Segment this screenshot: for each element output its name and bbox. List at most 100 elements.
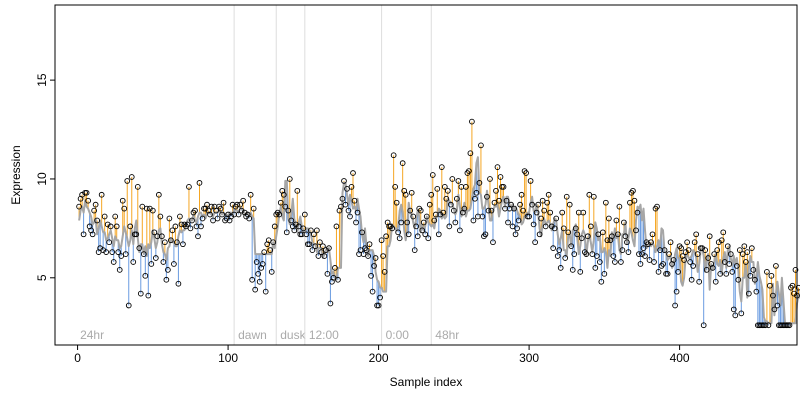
data-point: [612, 259, 618, 265]
data-point: [321, 253, 328, 259]
data-point: [149, 207, 156, 214]
data-point: [235, 211, 242, 218]
data-point: [237, 201, 243, 208]
data-point: [771, 306, 778, 313]
data-point: [186, 184, 192, 190]
data-point: [396, 235, 403, 242]
data-point: [681, 257, 687, 263]
data-point: [562, 255, 569, 261]
data-point: [730, 306, 737, 313]
data-point: [630, 187, 636, 194]
data-point: [472, 195, 478, 202]
data-point: [590, 193, 597, 200]
data-point: [210, 217, 216, 224]
data-point: [690, 263, 697, 269]
data-point: [405, 231, 412, 238]
data-point: [171, 261, 177, 267]
data-point: [487, 176, 493, 182]
data-point: [157, 213, 164, 220]
data-point: [199, 215, 206, 222]
data-point: [733, 263, 740, 269]
data-point: [116, 267, 123, 273]
data-point: [508, 201, 514, 208]
data-point: [720, 229, 727, 236]
data-point: [748, 245, 755, 251]
data-point: [529, 201, 535, 208]
data-point: [640, 245, 647, 251]
data-point: [189, 217, 195, 224]
data-point: [578, 235, 585, 242]
data-point: [619, 247, 626, 253]
data-point: [454, 195, 460, 202]
data-point: [595, 231, 602, 238]
data-point: [177, 213, 183, 220]
data-point: [434, 185, 441, 192]
data-point: [565, 229, 572, 236]
data-point: [622, 233, 629, 240]
data-point: [253, 259, 260, 265]
section-label: dusk: [280, 328, 306, 342]
data-point: [512, 231, 519, 238]
data-point: [443, 195, 450, 202]
data-point: [666, 251, 672, 257]
y-tick-label: 15: [35, 73, 49, 87]
data-point: [354, 209, 361, 216]
data-point: [333, 223, 340, 230]
data-point: [593, 253, 600, 259]
data-point: [709, 265, 716, 271]
data-point: [694, 251, 701, 257]
data-point: [240, 197, 246, 204]
data-point: [613, 217, 620, 224]
data-point: [476, 180, 483, 186]
data-point: [422, 231, 429, 238]
data-point: [295, 223, 302, 230]
data-point: [204, 201, 210, 208]
data-point: [717, 270, 724, 277]
data-point: [350, 170, 356, 176]
data-point: [133, 231, 140, 238]
data-point: [651, 259, 657, 265]
data-point: [98, 191, 105, 198]
data-point: [533, 209, 540, 216]
data-point: [339, 195, 346, 202]
data-point: [574, 231, 581, 238]
data-point: [584, 233, 591, 240]
data-point: [675, 269, 681, 275]
data-point: [92, 201, 99, 208]
data-point: [408, 189, 415, 196]
data-point: [691, 239, 698, 246]
data-point: [383, 233, 389, 240]
data-point: [145, 292, 152, 299]
data-point: [618, 259, 624, 265]
data-point: [446, 223, 453, 230]
data-point: [134, 184, 141, 190]
data-point: [696, 278, 703, 285]
data-point: [762, 322, 769, 329]
data-point: [130, 259, 137, 265]
x-tick-label: 300: [519, 351, 539, 365]
data-point: [208, 203, 215, 210]
data-point: [234, 201, 240, 208]
data-point: [703, 267, 710, 273]
data-point: [125, 302, 132, 309]
data-point: [514, 225, 520, 232]
data-point: [624, 239, 630, 246]
data-point: [393, 199, 400, 206]
data-point: [596, 259, 603, 265]
data-point: [365, 253, 371, 259]
data-point: [252, 286, 259, 293]
y-tick-label: 5: [35, 274, 49, 281]
data-point: [398, 219, 405, 226]
data-point: [402, 191, 409, 198]
data-point: [599, 229, 606, 236]
data-point: [267, 247, 274, 253]
data-point: [441, 184, 448, 190]
data-point: [673, 288, 680, 295]
data-point: [118, 253, 125, 259]
data-point: [311, 231, 317, 238]
data-point: [268, 269, 275, 275]
data-point: [457, 227, 463, 234]
data-point: [550, 245, 557, 251]
x-tick-label: 200: [369, 351, 389, 365]
data-point: [94, 217, 100, 224]
